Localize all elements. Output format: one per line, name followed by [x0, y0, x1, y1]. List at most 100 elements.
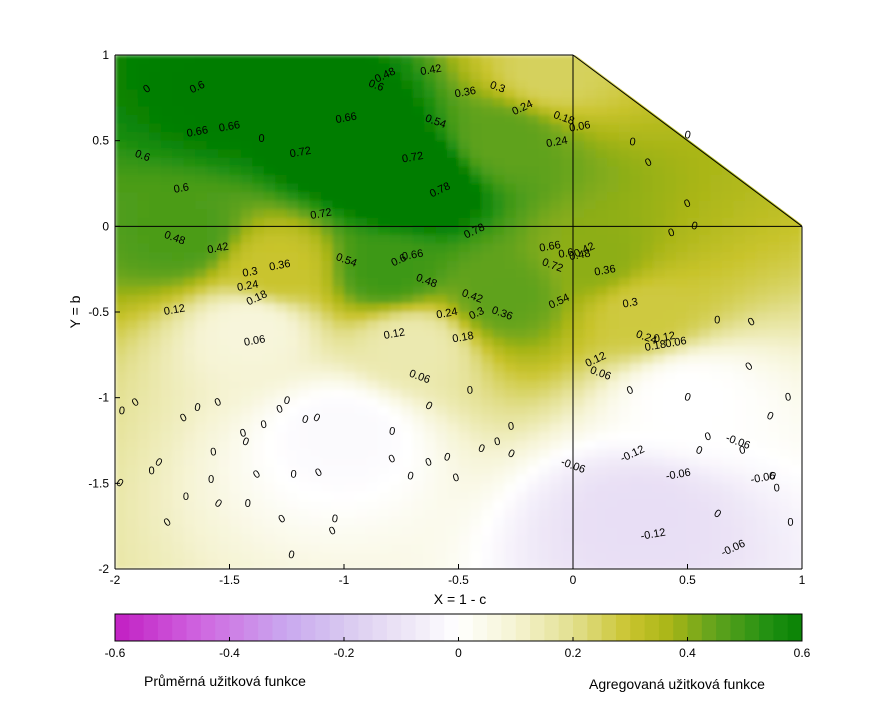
contour-label-zero: 0 [667, 226, 677, 239]
contour-label-zero: 0 [141, 83, 153, 96]
colorbar-swatch [730, 614, 746, 641]
x-axis-label: X = 1 - c [434, 591, 487, 607]
contour-label-zero: 0 [240, 435, 250, 448]
contour-label-zero: 0 [765, 410, 775, 423]
contour-label: 0.66 [335, 111, 358, 127]
contour-label-zero: 0 [442, 451, 451, 464]
axis-ticks: -2 -1.5 -1 -0.5 0 0.5 1 1 0.5 0 -0.5 -1 -1.5 -2 [88, 48, 805, 587]
contour-label-zero: 0 [178, 411, 189, 424]
colorbar-swatch [272, 614, 288, 641]
x-tick-label: 0.5 [679, 573, 696, 587]
colorbar-swatch [444, 614, 459, 641]
colorbar-swatch [243, 614, 259, 641]
colorbar-tick-label: 0.4 [679, 646, 696, 660]
contour-label: 0.72 [289, 145, 312, 161]
contour-label-zero: 0 [193, 401, 201, 414]
contour-label-zero: 0 [629, 136, 637, 149]
contour-label-zero: 0 [331, 513, 339, 526]
contour-label-zero: 0 [388, 425, 396, 438]
contour-label-zero: 0 [387, 453, 397, 466]
contour-label: 0.72 [309, 206, 332, 222]
contour-label: 0.6 [367, 77, 385, 94]
contour-label: 0.6 [133, 148, 151, 165]
x-tick-label: -2 [110, 573, 121, 587]
contour-label-zero: 0 [130, 396, 141, 409]
colorbar-swatch [501, 614, 517, 641]
contour-label-zero: 0 [258, 133, 265, 145]
colorbar-swatch [515, 614, 531, 641]
contour-label: 0.3 [488, 79, 506, 96]
contour-label-zero: 0 [213, 396, 223, 409]
colorbar-swatch [472, 614, 488, 641]
contour-label: 0.06 [243, 333, 266, 349]
colorbar-swatch [258, 614, 273, 641]
contour-label: 0.36 [593, 263, 616, 279]
contour-label-zero: 0 [743, 360, 755, 373]
contour-label-zero: 0 [476, 442, 486, 455]
colorbar-tick-label: -0.2 [334, 646, 355, 660]
colorbar-swatch [773, 614, 789, 641]
contour-label-zero: 0 [452, 471, 461, 484]
colorbar-swatch [530, 614, 545, 641]
contour-label-zero: 0 [251, 468, 263, 481]
contour-label: 0.42 [206, 241, 229, 257]
contour-label-zero: 0 [290, 468, 297, 480]
contour-label-zero: 0 [148, 465, 155, 477]
colorbar-tick-label: 0.6 [794, 646, 811, 660]
y-tick-label: 0 [102, 219, 109, 233]
right-caption: Agregovaná užitková funkce [589, 676, 765, 692]
colorbar-swatch [787, 614, 803, 641]
contour-label: 0.48 [568, 248, 591, 264]
contour-label-zero: 0 [244, 498, 251, 510]
contour-label: 0.3 [622, 296, 639, 310]
contour-label-zero: 0 [275, 403, 285, 416]
contour-label: 0.66 [401, 248, 424, 264]
contour-label: 0.12 [653, 330, 676, 346]
contour-label-zero: 0 [210, 446, 218, 459]
y-tick-label: 1 [102, 48, 109, 62]
contour-label-zero: 0 [506, 447, 517, 460]
contour-label: 0.06 [568, 119, 591, 135]
y-tick-label: -1 [98, 391, 109, 405]
contour-label: 0.12 [383, 326, 406, 342]
colorbar-swatch [344, 614, 359, 641]
blank-region [574, 54, 803, 226]
contour-label-zero: 0 [493, 436, 501, 449]
colorbar-swatch [172, 614, 188, 641]
y-tick-label: -0.5 [88, 305, 109, 319]
contour-label-zero: 0 [424, 456, 434, 469]
contour-label: 0.72 [401, 150, 424, 166]
colorbar-swatch [115, 614, 130, 641]
contour-label-zero: 0 [260, 419, 268, 432]
colorbar-swatch [429, 614, 445, 641]
colorbar-swatch [587, 614, 603, 641]
colorbar-swatch [157, 614, 173, 641]
colorbar-swatch [615, 614, 631, 641]
colorbar-swatch [329, 614, 345, 641]
contour-label-zero: 0 [239, 427, 248, 440]
colorbar-swatch [358, 614, 374, 641]
contour-label: -0.06 [750, 470, 777, 486]
contour-label-zero: 0 [282, 394, 291, 407]
contour-label-zero: 0 [507, 420, 515, 433]
contour-label-zero: 0 [212, 497, 224, 510]
colorbar-swatch [143, 614, 159, 641]
contour-label-zero: 0 [712, 507, 724, 520]
contour-label-zero: 0 [183, 491, 189, 503]
contour-label: 0.66 [218, 119, 241, 135]
colorbar-swatch [315, 614, 331, 641]
contour-label-zero: 0 [208, 474, 214, 486]
colorbar-tick-label: -0.4 [219, 646, 240, 660]
contour-label-zero: 0 [313, 466, 324, 479]
contour-label-zero: 0 [406, 470, 415, 483]
contour-label: 0.24 [545, 135, 568, 151]
colorbar-tick-label: -0.6 [105, 646, 126, 660]
y-axis-label: Y = b [67, 295, 83, 328]
contour-label-zero: 0 [694, 444, 704, 457]
colorbar-swatch [644, 614, 660, 641]
colorbar-tick-label: 0 [455, 646, 462, 660]
contour-label-zero: 0 [690, 220, 699, 233]
contour-label: 0.24 [236, 278, 259, 294]
colorbar-swatch [200, 614, 216, 641]
colorbar-tick-label: 0.2 [565, 646, 582, 660]
